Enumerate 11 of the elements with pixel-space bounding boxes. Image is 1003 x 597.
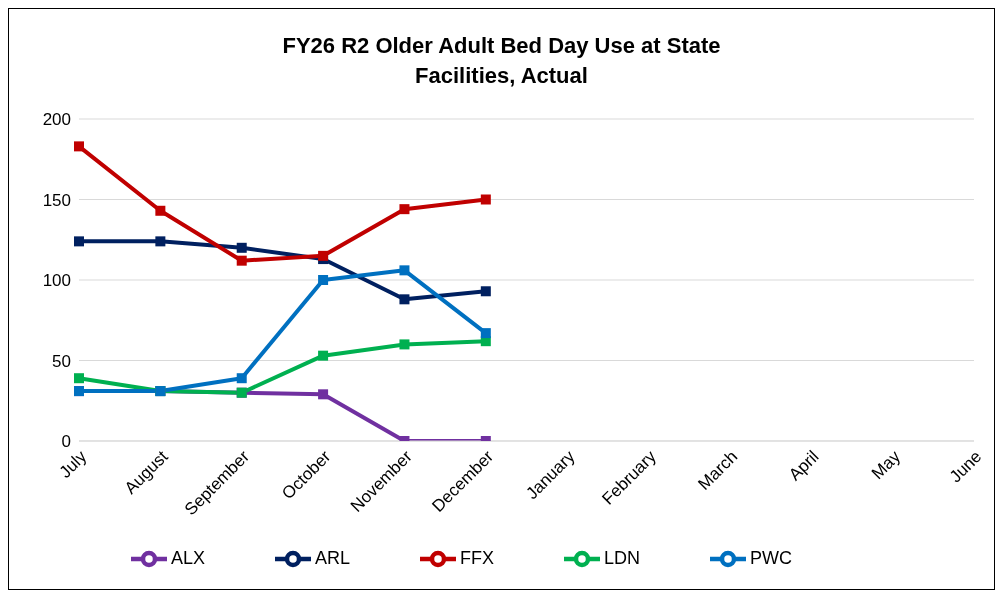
x-tick-label: May	[867, 446, 905, 484]
legend-label: ALX	[170, 547, 205, 568]
legend-label: PWC	[750, 547, 793, 568]
legend-label: LDN	[604, 547, 641, 568]
y-tick-label: 200	[42, 110, 71, 130]
chart-title: FY26 R2 Older Adult Bed Day Use at State Facilities, Actual	[281, 32, 722, 90]
y-tick-label: 100	[42, 271, 71, 291]
legend-label: ARL	[315, 547, 351, 568]
y-tick-label: 50	[52, 351, 71, 371]
legend-label: FFX	[460, 547, 495, 568]
y-tick-label: 150	[42, 190, 71, 210]
